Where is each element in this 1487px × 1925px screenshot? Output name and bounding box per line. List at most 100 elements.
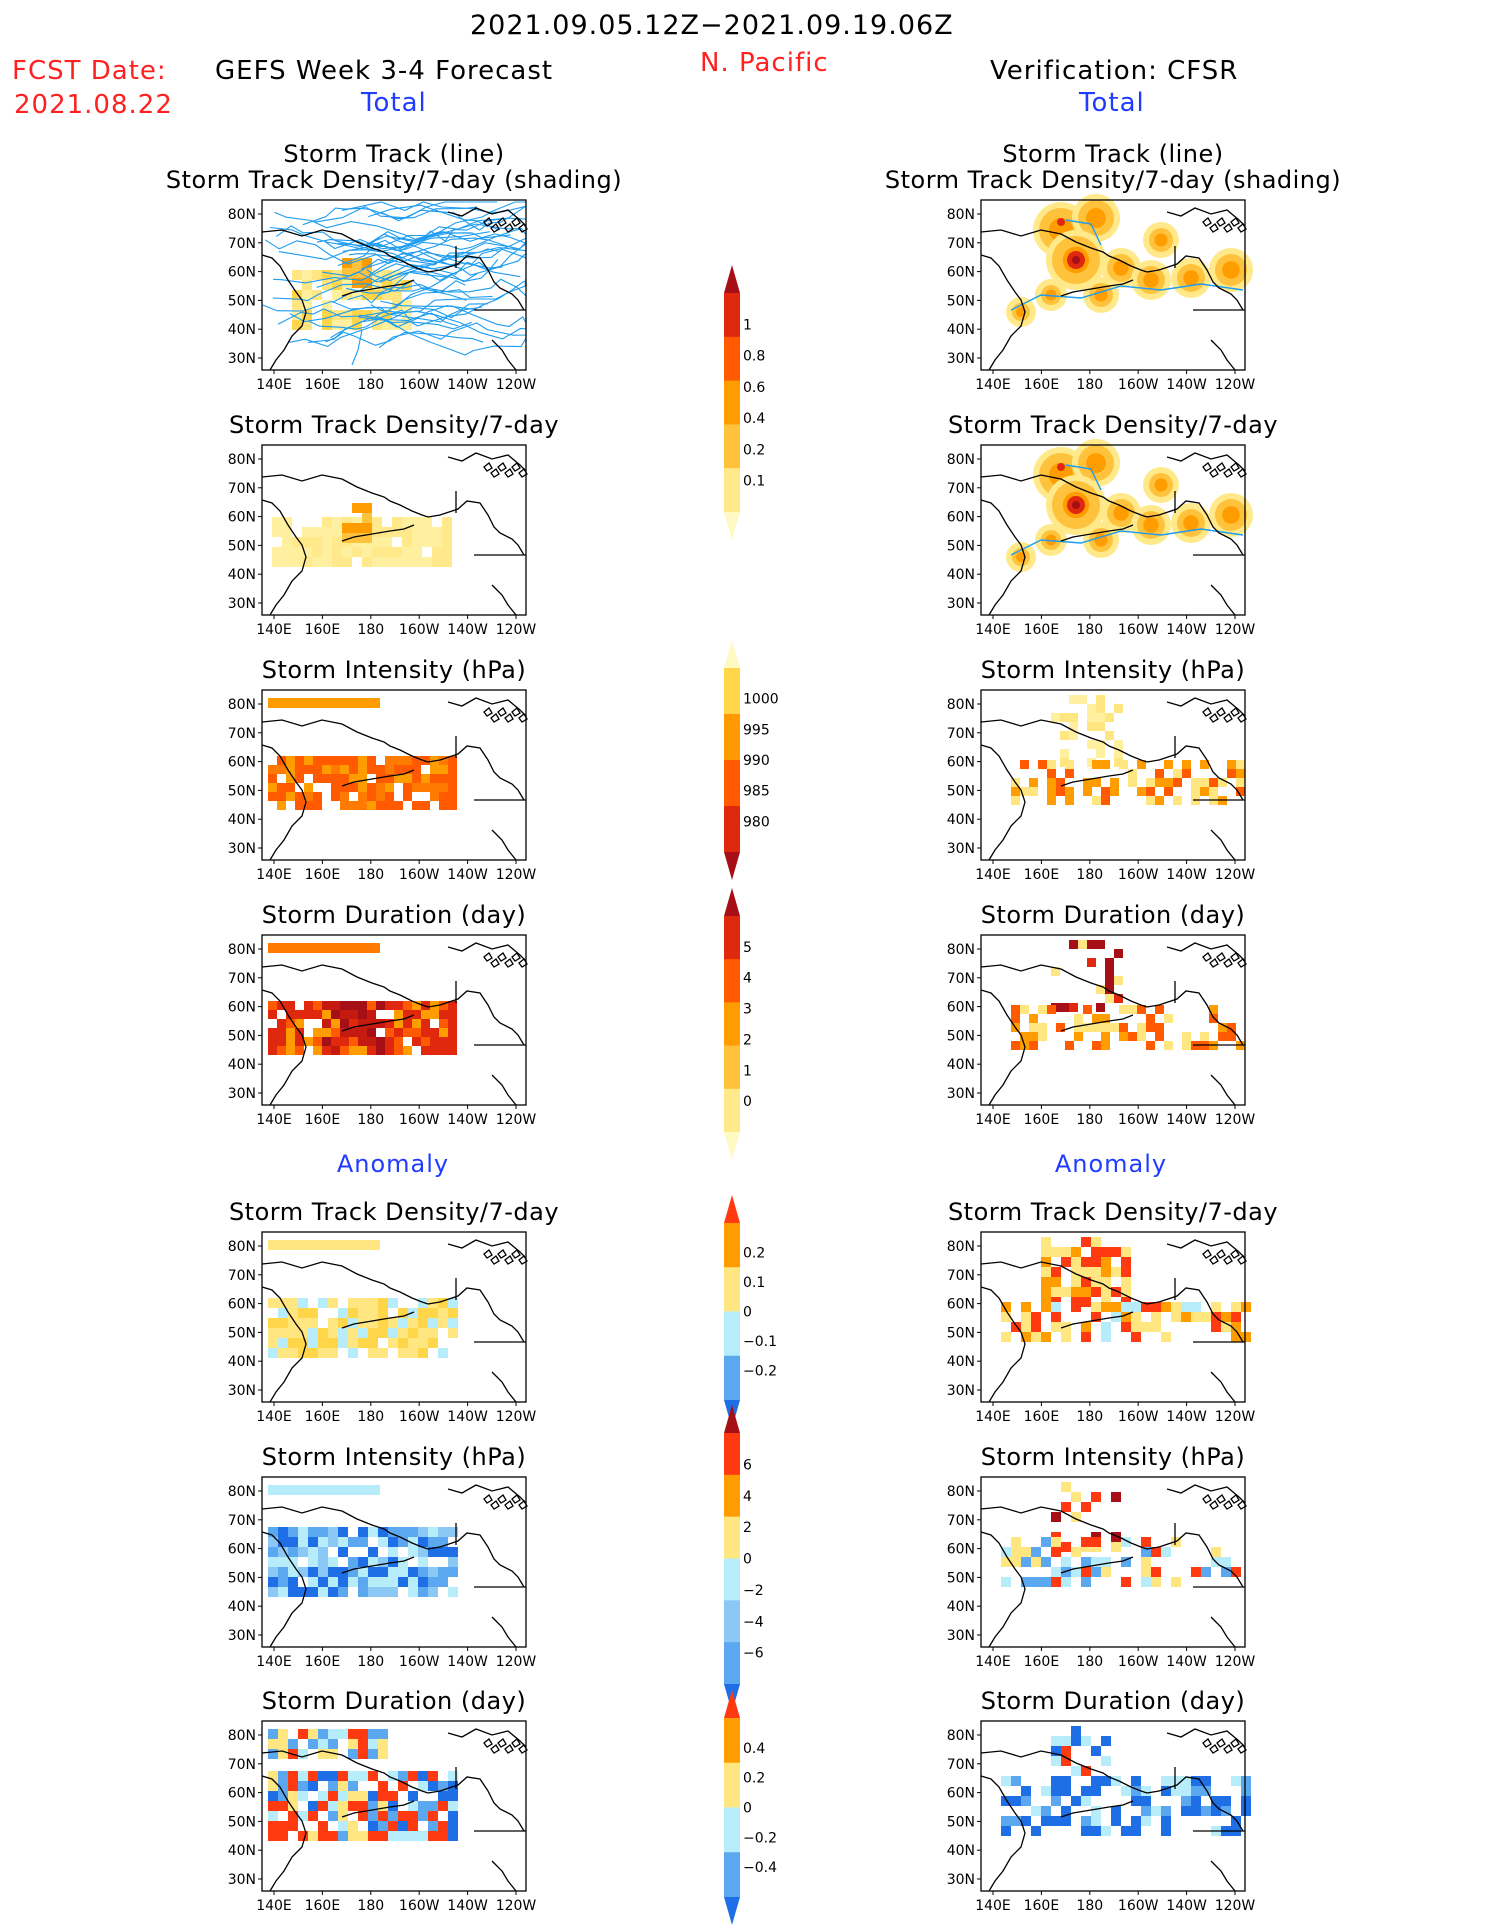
lat-tick-label: 40N [947,1057,975,1073]
grid-cell [1029,1023,1038,1032]
grid-cell [308,1739,318,1749]
grid-cell [385,1046,394,1055]
lon-tick-label: 120W [1215,1112,1256,1128]
lat-tick-label: 40N [228,1057,256,1073]
grid-cell [1171,1577,1181,1587]
grid-cell [1155,796,1164,805]
grid-cell [349,765,358,774]
grid-cell [448,1298,458,1308]
density-blob [1143,272,1159,288]
grid-cell [1031,1547,1041,1557]
grid-cell [422,537,432,547]
lon-tick-label: 180 [357,1654,384,1670]
grid-cell [1001,1577,1011,1587]
grid-cell [1131,1776,1141,1786]
lat-tick-label: 80N [947,942,975,958]
grid-cell [1131,1312,1141,1322]
grid-cell [448,774,457,783]
grid-cell [372,517,382,527]
lat-tick-label: 80N [947,452,975,468]
grid-cell [368,1831,378,1841]
grid-cell [268,1010,277,1019]
grid-cell [1061,1776,1071,1786]
grid-cell [298,1547,308,1557]
grid-cell [368,1348,378,1358]
grid-cell [322,527,332,537]
grid-cell [278,1729,288,1739]
lon-tick-label: 120W [496,1112,537,1128]
grid-cell [1191,1567,1201,1577]
grid-cell [1181,1786,1191,1796]
grid-cell [378,1749,388,1759]
grid-cell [358,1771,368,1781]
grid-cell [403,765,412,774]
grid-cell [1001,1816,1011,1826]
grid-cell [368,1587,378,1597]
density-blob [1086,208,1106,228]
grid-cell [308,1328,318,1338]
grid-cell [1047,787,1056,796]
grid-cell [376,1001,385,1010]
lon-tick-label: 160W [1118,622,1159,638]
grid-cell [1087,722,1096,731]
grid-cell [1137,1032,1146,1041]
grid-cell [394,765,403,774]
grid-cell [318,1587,328,1597]
grid-cell [368,1567,378,1577]
grid-cell [288,1537,298,1547]
lon-tick-label: 140E [256,1112,292,1128]
grid-cell [1060,758,1069,767]
coastline [980,697,1247,861]
grid-cell [1081,1257,1091,1267]
grid-cell [362,533,372,543]
grid-cell [428,1587,438,1597]
grid-cell [388,1567,398,1577]
grid-cell [368,1739,378,1749]
grid-cell [1114,994,1123,1003]
grid-cell [378,1537,388,1547]
grid-cell [421,1037,430,1046]
grid-cell [1069,713,1078,722]
grid-cell [332,290,342,300]
grid-cell [1105,731,1114,740]
grid-cell [268,1527,278,1537]
grid-cell [1155,778,1164,787]
grid-cell [292,320,302,330]
grid-cell [418,1587,428,1597]
grid-cell [318,1348,328,1358]
grid-cell [418,1801,428,1811]
grid-cell [1071,1267,1081,1277]
grid-cell [298,1811,308,1821]
grid-cell [448,1791,458,1801]
grid-cell [268,1348,278,1358]
lat-tick-label: 60N [228,265,256,281]
grid-cell [318,1577,328,1587]
grid-cell [402,527,412,537]
grid-cell [1227,1023,1236,1032]
grid-cell [295,774,304,783]
grid-cell [1061,1332,1071,1342]
grid-cell [1061,1736,1071,1746]
lon-tick-label: 120W [496,1409,537,1425]
grid-cell [277,1037,286,1046]
grid-cell [288,1298,298,1308]
grid-cell [1041,1557,1051,1567]
grid-cell [1001,1302,1011,1312]
grid-cell [358,1010,367,1019]
grid-cell [358,1037,367,1046]
colorbar-label: 1000 [743,692,779,708]
coastline [261,697,528,861]
grid-cell [362,523,372,533]
grid-cell [1071,1736,1081,1746]
grid-cell [1173,778,1182,787]
grid-cell [442,547,452,557]
grid-cell [1051,1302,1061,1312]
grid-cell [432,547,442,557]
grid-cell [1121,1247,1131,1257]
grid-cell [1060,749,1069,758]
grid-cell [277,801,286,810]
colorbar-label: 2 [743,1520,752,1536]
